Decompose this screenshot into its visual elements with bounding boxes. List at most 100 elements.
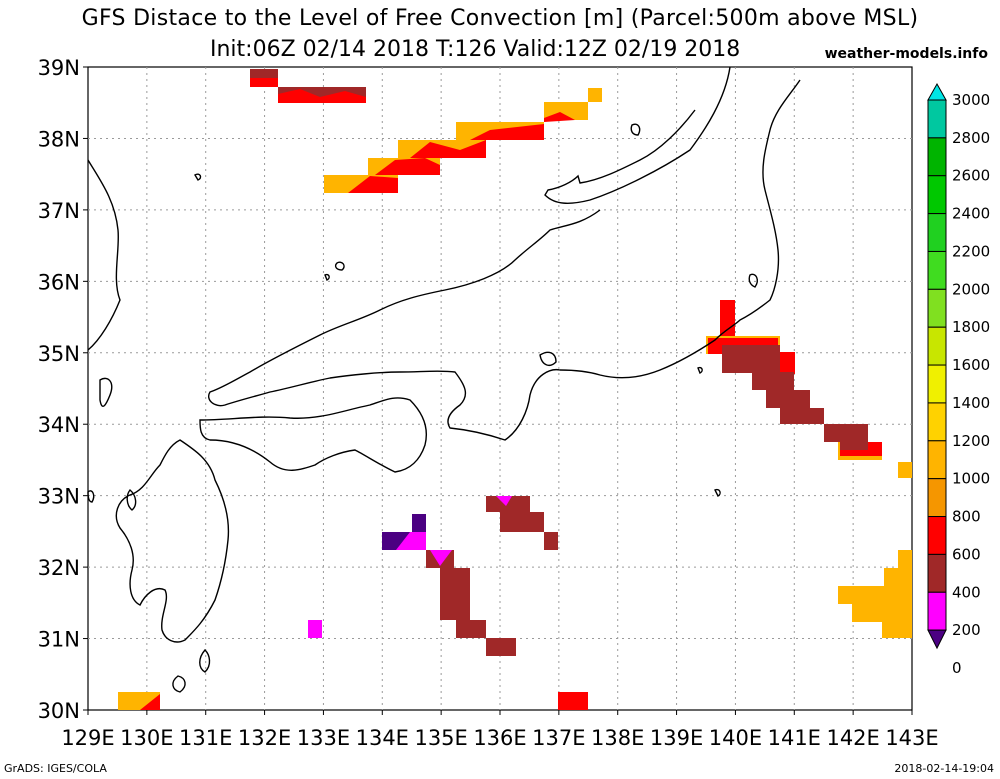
colorbar-label: 3000 <box>952 91 990 109</box>
field-shading <box>118 69 912 710</box>
lat-tick-label: 30N <box>38 699 80 723</box>
lat-tick-label: 31N <box>38 628 80 652</box>
shade-cell <box>720 300 735 338</box>
coast-island <box>99 377 113 408</box>
shade-cell <box>840 440 868 450</box>
shade-cell <box>824 424 868 442</box>
shade-cell <box>882 622 912 638</box>
lon-tick-label: 134E <box>356 726 409 750</box>
lon-tick-label: 136E <box>473 726 526 750</box>
lon-tick-label: 129E <box>61 726 114 750</box>
shade-cell <box>412 514 426 532</box>
shade-cell <box>884 568 912 586</box>
shade-cell <box>838 586 912 604</box>
colorbar-swatch <box>927 326 947 366</box>
colorbar-label: 1000 <box>952 470 990 488</box>
shade-cell <box>752 372 794 390</box>
shade-cell <box>348 176 398 193</box>
coast-island <box>172 675 186 693</box>
coast-island <box>748 273 758 288</box>
lon-tick-label: 137E <box>532 726 585 750</box>
shade-cell <box>470 124 544 140</box>
lon-tick-label: 140E <box>709 726 762 750</box>
colorbar-label: 1200 <box>952 432 990 450</box>
lon-tick-label: 132E <box>238 726 291 750</box>
coast-honshu-north <box>544 66 731 204</box>
colorbar-swatch <box>927 591 947 631</box>
footer-timestamp: 2018-02-14-19:04 <box>894 762 994 775</box>
shade-cell <box>500 512 544 532</box>
colorbar: 3000280026002400220020001800160014001200… <box>927 82 990 677</box>
colorbar-swatch <box>927 364 947 404</box>
lon-tick-label: 131E <box>179 726 232 750</box>
colorbar-label: 1600 <box>952 356 990 374</box>
coast-island <box>126 489 137 511</box>
shade-cell <box>440 568 470 620</box>
lon-tick-label: 130E <box>120 726 173 750</box>
lon-tick-label: 141E <box>768 726 821 750</box>
shade-cell <box>588 88 602 102</box>
colorbar-label: 800 <box>952 508 981 526</box>
latitude-labels: 39N 38N 37N 36N 35N 34N 33N 32N 31N 30N <box>38 56 88 723</box>
lon-tick-label: 133E <box>297 726 350 750</box>
colorbar-label: 600 <box>952 545 981 563</box>
colorbar-swatch <box>927 250 947 290</box>
colorbar-label: 400 <box>952 583 981 601</box>
lat-tick-label: 39N <box>38 56 80 80</box>
shade-cell <box>852 604 912 622</box>
coast-island <box>714 488 721 497</box>
coast-island <box>539 351 557 367</box>
shade-cell <box>780 408 824 424</box>
shade-cell <box>456 620 486 638</box>
lat-tick-label: 35N <box>38 342 80 366</box>
shade-cell <box>486 496 530 512</box>
colorbar-swatch <box>927 553 947 593</box>
coast-honshu-south <box>208 79 801 441</box>
colorbar-swatch <box>927 440 947 480</box>
colorbar-swatch <box>927 288 947 328</box>
shade-cell <box>486 638 516 656</box>
colorbar-swatch <box>927 137 947 177</box>
lon-tick-label: 142E <box>826 726 879 750</box>
brand-label: weather-models.info <box>824 46 988 62</box>
colorbar-swatch <box>927 516 947 555</box>
shade-cell <box>544 532 558 550</box>
colorbar-swatch <box>927 478 947 518</box>
shade-cell <box>430 550 452 566</box>
lon-tick-label: 138E <box>591 726 644 750</box>
shade-cell <box>558 692 588 710</box>
colorbar-label: 0 <box>952 659 962 677</box>
colorbar-bottom-arrow <box>927 629 947 650</box>
colorbar-label: 2400 <box>952 205 990 223</box>
lon-tick-label: 135E <box>414 726 467 750</box>
shade-cell <box>308 620 322 638</box>
shade-cell <box>722 345 780 373</box>
shade-cell <box>496 496 512 506</box>
colorbar-top-arrow <box>927 82 947 101</box>
colorbar-label: 2200 <box>952 242 990 260</box>
lat-tick-label: 32N <box>38 556 80 580</box>
colorbar-label: 2000 <box>952 280 990 298</box>
lon-tick-label: 139E <box>650 726 703 750</box>
map-subtitle: Init:06Z 02/14 2018 T:126 Valid:12Z 02/1… <box>210 37 741 62</box>
shade-cell <box>375 158 440 175</box>
shade-cell <box>898 462 912 478</box>
shade-cell <box>410 140 486 158</box>
shade-cell <box>382 532 410 550</box>
shade-cell <box>278 89 366 103</box>
coastlines <box>87 66 801 693</box>
shade-cell <box>140 694 160 710</box>
coast-island <box>199 648 211 673</box>
lat-tick-label: 33N <box>38 485 80 509</box>
coast-island <box>87 490 95 503</box>
colorbar-label: 1800 <box>952 318 990 336</box>
coast-island <box>324 273 330 281</box>
colorbar-swatch <box>927 99 947 139</box>
lat-tick-label: 38N <box>38 127 80 151</box>
shade-cell <box>544 112 575 122</box>
shade-cell <box>780 352 795 374</box>
coast-island <box>697 366 703 374</box>
coast-kyushu <box>115 439 230 643</box>
coast-island <box>630 123 641 136</box>
